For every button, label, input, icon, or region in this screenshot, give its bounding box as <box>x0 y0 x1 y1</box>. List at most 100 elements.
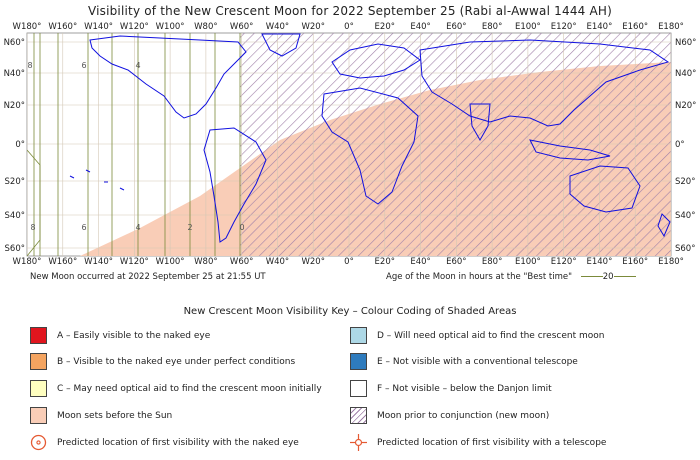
india-outline <box>469 103 491 142</box>
longitude-label: E140° <box>587 22 613 32</box>
asia-outline <box>419 39 670 127</box>
land-outlines <box>69 33 671 243</box>
key-item-telescope: Predicted location of first visibility w… <box>350 434 606 451</box>
latitude-label: S40° <box>675 211 695 221</box>
key-label-naked-eye: Predicted location of first visibility w… <box>57 437 299 448</box>
key-item-c: C – May need optical aid to find the cre… <box>30 380 322 397</box>
latitude-labels-left: N60° N40° N20° 0° S20° S40° S60° <box>4 38 25 254</box>
pacific-islands <box>69 169 125 191</box>
key-label-d: D – Will need optical aid to find the cr… <box>377 330 605 341</box>
swatch-b <box>30 353 47 370</box>
hour-label: 4 <box>135 61 140 70</box>
longitude-label: E20° <box>375 257 395 267</box>
key-item-d: D – Will need optical aid to find the cr… <box>350 327 604 344</box>
hour-labels-top: 8 6 4 <box>27 61 140 70</box>
hour-label: 8 <box>30 223 35 232</box>
latitude-label: N40° <box>675 69 696 79</box>
longitude-label: W20° <box>301 22 324 32</box>
key-label-telescope: Predicted location of first visibility w… <box>377 437 607 448</box>
latitude-label: S60° <box>5 244 25 254</box>
longitude-label: E60° <box>446 257 466 267</box>
longitude-label: E40° <box>410 22 430 32</box>
longitude-label: E120° <box>551 22 577 32</box>
latitude-label: S20° <box>5 177 25 187</box>
hour-label: 8 <box>27 61 32 70</box>
south-america-outline <box>203 127 267 243</box>
longitude-label: W180° <box>13 257 42 267</box>
latitude-label: N20° <box>4 101 25 111</box>
longitude-label: E180° <box>658 22 684 32</box>
latitude-label: S60° <box>675 244 695 254</box>
longitude-label: W60° <box>230 22 253 32</box>
longitude-label: 0° <box>344 257 354 267</box>
new-moon-note: New Moon occurred at 2022 September 25 a… <box>30 272 266 282</box>
longitude-label: E140° <box>587 257 613 267</box>
longitude-label: W140° <box>84 22 113 32</box>
longitude-label: W120° <box>120 22 149 32</box>
key-label-moonset: Moon sets before the Sun <box>57 410 173 421</box>
longitude-label: E100° <box>515 257 541 267</box>
hour-contours <box>27 33 241 256</box>
swatch-d <box>350 327 367 344</box>
swatch-a <box>30 327 47 344</box>
key-label-a: A – Easily visible to the naked eye <box>57 330 211 341</box>
hour-label: 6 <box>81 61 86 70</box>
swatch-e <box>350 353 367 370</box>
longitude-label: E80° <box>482 257 502 267</box>
longitude-label: E160° <box>622 22 648 32</box>
longitude-label: W100° <box>156 22 185 32</box>
key-label-f: F – Not visible – below the Danjon limit <box>377 383 552 394</box>
telescope-crosshair-icon <box>350 434 367 451</box>
longitude-label: E160° <box>622 257 648 267</box>
hour-labels-bottom: 8 6 4 2 0 <box>30 223 244 232</box>
longitude-label: W40° <box>266 22 289 32</box>
latitude-label: N60° <box>675 38 696 48</box>
age-note: Age of the Moon in hours at the "Best ti… <box>386 272 636 282</box>
swatch-c <box>30 380 47 397</box>
longitude-label: W160° <box>48 257 77 267</box>
prior-conjunction-area <box>240 33 671 256</box>
key-item-e: E – Not visible with a conventional tele… <box>350 353 578 370</box>
key-item-prior: Moon prior to conjunction (new moon) <box>350 407 549 424</box>
key-item-f: F – Not visible – below the Danjon limit <box>350 380 552 397</box>
longitude-label: W80° <box>194 22 217 32</box>
north-america-outline <box>89 35 247 119</box>
hour-label: 0 <box>239 223 244 232</box>
longitude-label: W160° <box>48 22 77 32</box>
longitude-label: W180° <box>13 22 42 32</box>
longitude-label: W140° <box>84 257 113 267</box>
swatch-f <box>350 380 367 397</box>
key-label-prior: Moon prior to conjunction (new moon) <box>377 410 550 421</box>
graticule <box>27 33 671 256</box>
new-zealand-outline <box>657 213 671 238</box>
key-item-a: A – Easily visible to the naked eye <box>30 327 210 344</box>
longitude-label: E100° <box>515 22 541 32</box>
key-item-moonset: Moon sets before the Sun <box>30 407 172 424</box>
longitude-label: E60° <box>446 22 466 32</box>
age-line <box>580 276 603 277</box>
longitude-label: E40° <box>410 257 430 267</box>
age-label: Age of the Moon in hours at the "Best ti… <box>386 272 573 282</box>
key-title: New Crescent Moon Visibility Key – Colou… <box>183 306 517 317</box>
swatch-prior <box>350 407 367 424</box>
latitude-label: S40° <box>5 211 25 221</box>
europe-outline <box>331 43 421 79</box>
hour-label: 4 <box>135 223 140 232</box>
latitude-label: N60° <box>4 38 25 48</box>
africa-outline <box>321 87 419 205</box>
longitude-labels-bottom: W180° W160° W140° W120° W100° W80° W60° W40° W20… <box>13 257 684 267</box>
latitude-labels-right: N60° N40° N20° 0° S20° S40° S60° <box>675 38 696 254</box>
longitude-label: W100° <box>156 257 185 267</box>
latitude-label: S20° <box>675 177 695 187</box>
key-label-e: E – Not visible with a conventional tele… <box>377 356 578 367</box>
hour-label: 2 <box>187 223 192 232</box>
longitude-label: E180° <box>658 257 684 267</box>
longitude-label: W80° <box>194 257 217 267</box>
longitude-label: E120° <box>551 257 577 267</box>
swatch-moonset <box>30 407 47 424</box>
longitude-label: W40° <box>266 257 289 267</box>
latitude-label: 0° <box>675 140 685 150</box>
longitude-labels-top: W180° W160° W140° W120° W100° W80° W60° W40° W20… <box>13 22 684 32</box>
latitude-label: 0° <box>15 140 25 150</box>
